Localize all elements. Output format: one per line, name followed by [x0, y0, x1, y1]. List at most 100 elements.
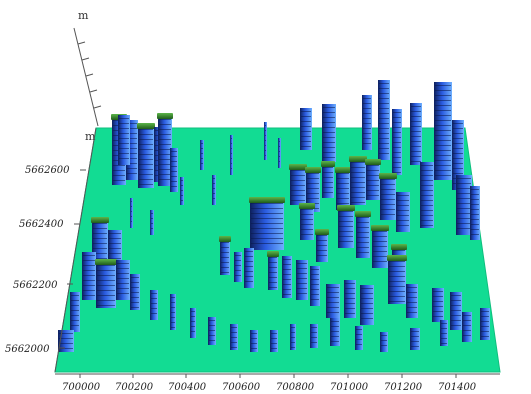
building-floor-line [231, 138, 232, 139]
building-floor-line [171, 166, 177, 167]
building-floor-line [245, 281, 253, 282]
building-floor-line [159, 144, 171, 145]
building-floor-line [433, 306, 443, 307]
building-floor-line [71, 305, 79, 306]
building-floor-line [93, 223, 107, 224]
building-floor-line [127, 123, 137, 124]
building-floor-line [339, 241, 353, 242]
easting-tick-label: 700200 [115, 382, 154, 393]
building-floor-line [323, 112, 335, 113]
building-floor-line [269, 262, 277, 263]
building-floor-line [481, 336, 489, 337]
building-floor-line [71, 300, 79, 301]
building-floor-line [93, 228, 107, 229]
building [470, 186, 480, 240]
building-floor-line [59, 338, 73, 339]
building [456, 175, 472, 235]
building-floor-line [453, 163, 463, 164]
building-floor-line [139, 169, 153, 170]
building-floor-line [283, 269, 291, 270]
building-floor-line [171, 151, 177, 152]
building [380, 176, 396, 220]
building [410, 103, 422, 165]
building-floor-line [397, 200, 409, 201]
building-floor-line [381, 345, 387, 346]
building [270, 330, 278, 352]
building-floor-line [109, 248, 121, 249]
building-floor-line [139, 174, 153, 175]
building-floor-line [323, 192, 333, 193]
building-floor-line [433, 291, 443, 292]
building-floor-line [411, 146, 421, 147]
building-floor-line [117, 273, 129, 274]
building-floor-line [323, 127, 335, 128]
building-floor-line [463, 320, 471, 321]
northing-tick-label: 5662400 [19, 219, 64, 230]
building [170, 148, 178, 192]
building-floor-line [463, 330, 471, 331]
building-floor-line [433, 316, 443, 317]
building-floor-line [119, 123, 129, 124]
building-roof [219, 236, 231, 242]
building-floor-line [411, 136, 421, 137]
building-floor-line [235, 275, 241, 276]
building-floor-line [381, 204, 395, 205]
building-floor-line [221, 272, 229, 273]
building-floor-line [471, 189, 479, 190]
building [200, 140, 204, 170]
building-floor-line [471, 234, 479, 235]
building-floor-line [171, 176, 177, 177]
building-floor-line [159, 174, 171, 175]
building-floor-line [327, 287, 339, 288]
building-floor-line [131, 201, 132, 202]
building-floor-line [361, 293, 373, 294]
building-floor-line [59, 333, 73, 334]
building-floor-line [291, 342, 295, 343]
building-floor-line [453, 158, 463, 159]
building-floor-line [231, 347, 237, 348]
building-floor-line [441, 323, 447, 324]
building-floor-line [265, 155, 266, 156]
building-floor-line [421, 195, 433, 196]
building-floor-line [407, 302, 417, 303]
building-floor-line [367, 195, 379, 196]
building-floor-line [435, 110, 451, 111]
building-roof [305, 167, 321, 173]
building-floor-line [407, 307, 417, 308]
building-floor-line [221, 247, 229, 248]
building-floor-line [363, 138, 371, 139]
building-floor-line [231, 163, 232, 164]
building-floor-line [181, 195, 183, 196]
building-floor-line [171, 312, 175, 313]
building-floor-line [451, 295, 461, 296]
building-floor-line [393, 132, 401, 133]
building-floor-line [411, 116, 421, 117]
building-floor-line [283, 264, 291, 265]
building-floor-line [379, 118, 389, 119]
building-floor-line [345, 293, 355, 294]
building-floor-line [393, 172, 401, 173]
building-floor-line [297, 268, 307, 269]
building-floor-line [363, 113, 371, 114]
building-floor-line [421, 205, 433, 206]
building-floor-line [71, 320, 79, 321]
building-floor-line [379, 138, 389, 139]
building-floor-line [139, 159, 153, 160]
building-floor-line [481, 321, 489, 322]
building-floor-line [327, 312, 339, 313]
building-floor-line [381, 335, 387, 336]
building-floor-line [397, 210, 409, 211]
building-floor-line [327, 307, 339, 308]
building-floor-line [379, 98, 389, 99]
building-floor-line [379, 143, 389, 144]
building-floor-line [283, 289, 291, 290]
building-floor-line [171, 181, 177, 182]
building-roof [157, 113, 173, 119]
building-floor-line [127, 168, 137, 169]
building-floor-line [356, 344, 362, 345]
northing-axis: 5662600 5662400 5662200 5662000 [5, 127, 97, 373]
building-floor-line [269, 282, 277, 283]
building-floor-line [307, 183, 319, 184]
building-floor-line [351, 182, 365, 183]
building-floor-line [351, 202, 365, 203]
